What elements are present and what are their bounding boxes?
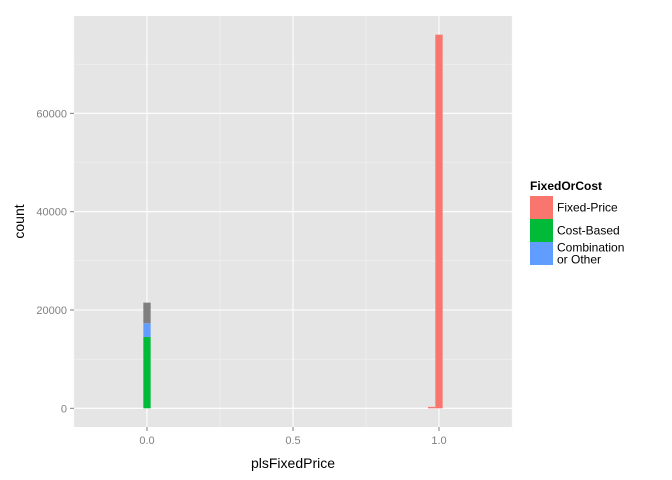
y-tick-label: 60000 (36, 108, 67, 120)
bar-segment (143, 302, 151, 324)
legend-entries: Fixed-Price Cost-Based Combination or Other (530, 196, 624, 267)
x-axis-title: plsFixedPrice (251, 455, 335, 471)
x-tick-label: 0.5 (285, 435, 300, 447)
bars-group (143, 34, 443, 409)
legend-label: Cost-Based (557, 224, 620, 238)
x-axis-ticks: 0.0 0.5 1.0 (139, 427, 447, 447)
x-tick-label: 1.0 (431, 435, 446, 447)
x-tick-label: 0.0 (139, 435, 154, 447)
bar-segment (143, 323, 151, 338)
y-axis-ticks: 0 20000 40000 60000 (36, 108, 74, 415)
legend: FixedOrCost Fixed-Price Cost-Based Combina… (530, 179, 624, 267)
bar-segment (435, 34, 443, 409)
y-tick-label: 20000 (36, 305, 67, 317)
y-axis-title: count (11, 204, 27, 238)
bar-segment (143, 337, 151, 409)
legend-key (530, 219, 553, 242)
legend-key (530, 242, 553, 265)
legend-key (530, 196, 553, 219)
legend-label: Fixed-Price (557, 201, 618, 215)
y-tick-label: 40000 (36, 207, 67, 219)
y-tick-label: 0 (61, 403, 67, 415)
bar-segment (428, 406, 436, 409)
legend-label: Combination or Other (557, 241, 624, 267)
legend-title: FixedOrCost (530, 179, 602, 193)
